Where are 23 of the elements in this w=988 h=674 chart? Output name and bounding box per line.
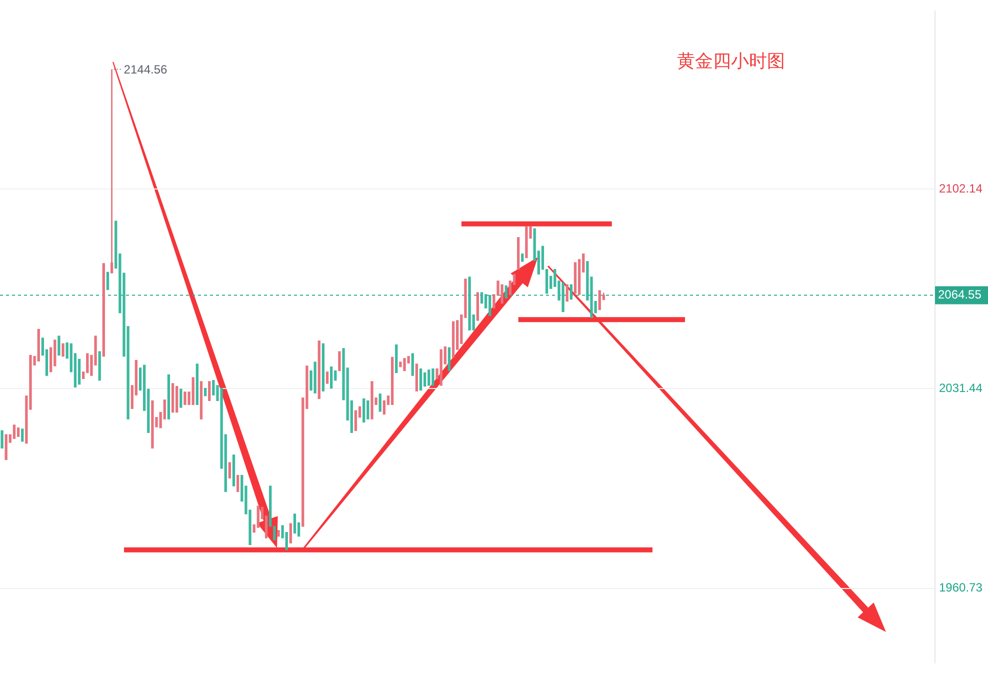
candlestick xyxy=(167,374,170,420)
annotation: 2144.56 xyxy=(124,62,168,77)
ref-line-label: 2064.55 xyxy=(938,288,982,302)
candlestick xyxy=(12,424,16,439)
candlestick xyxy=(354,410,358,431)
candlestick xyxy=(390,356,394,405)
candlestick xyxy=(171,383,174,413)
text: 黄金四小时图 xyxy=(677,50,786,71)
candlestick xyxy=(419,368,422,391)
candlestick xyxy=(293,513,296,534)
candlestick xyxy=(399,362,402,368)
y-tick-label: 2102.14 xyxy=(939,181,983,196)
candlestick xyxy=(232,454,236,487)
candlestick xyxy=(326,372,329,384)
candlestick xyxy=(16,427,20,437)
candlestick xyxy=(448,347,451,372)
candlestick xyxy=(574,262,577,294)
y-tick-label: 1960.73 xyxy=(939,580,983,595)
y-tick-label: 2031.44 xyxy=(939,381,983,396)
candlestick xyxy=(106,272,110,290)
candlestick xyxy=(452,321,455,358)
candlestick xyxy=(200,381,203,420)
candlestick xyxy=(204,388,207,396)
